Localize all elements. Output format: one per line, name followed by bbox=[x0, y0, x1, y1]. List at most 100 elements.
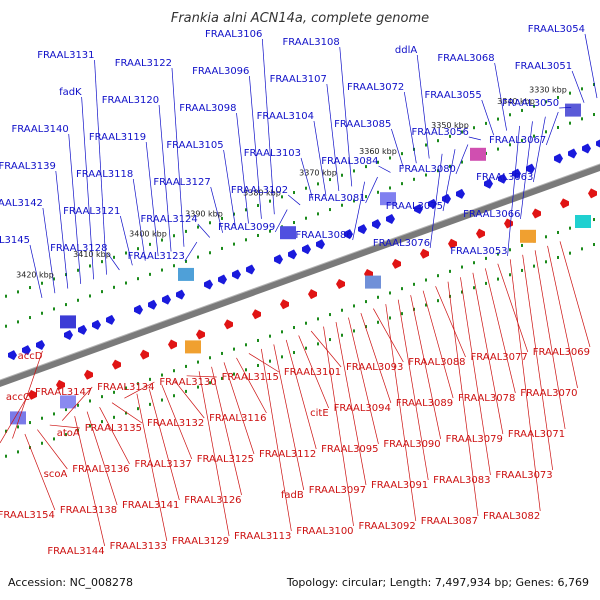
tick-mark bbox=[17, 320, 19, 324]
forward-gene-label: FRAAL3106 bbox=[205, 29, 262, 40]
tick-mark bbox=[305, 346, 307, 350]
tick-mark bbox=[245, 208, 247, 212]
reverse-gene-label: FRAAL3069 bbox=[533, 347, 590, 358]
tick-mark bbox=[233, 212, 235, 216]
tick-mark bbox=[305, 186, 307, 190]
tick-mark bbox=[509, 143, 511, 147]
reverse-gene-label: FRAAL3087 bbox=[421, 516, 478, 527]
tick-mark bbox=[437, 169, 439, 173]
reverse-gene-arrow bbox=[280, 299, 289, 310]
forward-gene-arrow bbox=[134, 304, 143, 315]
tick-mark bbox=[557, 125, 559, 129]
reverse-gene-arrow bbox=[252, 309, 261, 320]
leader-line bbox=[571, 70, 585, 103]
tick-mark bbox=[65, 303, 67, 307]
tick-mark bbox=[137, 247, 139, 251]
tick-mark bbox=[29, 316, 31, 320]
tick-mark bbox=[509, 273, 511, 277]
forward-gene-label: FRAAL3066 bbox=[463, 209, 520, 220]
tick-mark bbox=[101, 395, 103, 399]
tick-mark bbox=[65, 433, 67, 437]
tick-mark bbox=[485, 256, 487, 260]
tick-mark bbox=[401, 287, 403, 291]
tick-mark bbox=[269, 359, 271, 363]
tick-mark bbox=[245, 343, 247, 347]
tick-mark bbox=[293, 221, 295, 225]
leader-line bbox=[494, 62, 507, 131]
forward-gene-label: FRAAL3055 bbox=[424, 90, 481, 101]
tick-mark bbox=[305, 216, 307, 220]
leader-line bbox=[37, 429, 68, 470]
tick-mark bbox=[257, 203, 259, 207]
leader-line bbox=[186, 375, 217, 378]
leader-line bbox=[145, 141, 159, 257]
tick-mark bbox=[569, 91, 571, 95]
forward-gene-label: FRAAL3139 bbox=[0, 161, 56, 172]
leader-line bbox=[55, 170, 69, 289]
leader-line bbox=[460, 277, 491, 476]
reverse-gene-label: FRAAL3079 bbox=[446, 434, 503, 445]
forward-gene-label: FRAAL3076 bbox=[373, 238, 430, 249]
reverse-gene-arrow bbox=[560, 198, 569, 209]
leader-line bbox=[285, 339, 317, 450]
leader-line bbox=[249, 75, 262, 219]
tick-mark bbox=[221, 216, 223, 220]
tick-mark bbox=[533, 104, 535, 108]
reverse-gene-arrow bbox=[448, 238, 457, 249]
tick-mark bbox=[473, 286, 475, 290]
leader-line bbox=[273, 344, 305, 491]
tick-mark bbox=[593, 113, 595, 117]
reverse-gene-label: FRAAL3116 bbox=[209, 413, 266, 424]
kbp-label: 3340 kbp bbox=[497, 97, 535, 106]
tick-mark bbox=[137, 407, 139, 411]
tick-mark bbox=[533, 134, 535, 138]
tick-mark bbox=[89, 424, 91, 428]
tick-mark bbox=[149, 272, 151, 276]
leader-line bbox=[509, 259, 541, 512]
reverse-gene-label: accD bbox=[18, 351, 43, 362]
leader-line bbox=[223, 362, 255, 455]
backbone bbox=[0, 164, 600, 387]
forward-gene-arrow bbox=[526, 163, 535, 174]
reverse-gene-label: citE bbox=[310, 408, 329, 419]
leader-line bbox=[339, 46, 353, 187]
forward-gene-label: FRAAL3121 bbox=[63, 206, 120, 217]
tick-mark bbox=[41, 441, 43, 445]
leader-line bbox=[468, 136, 481, 141]
tick-mark bbox=[161, 398, 163, 402]
reverse-gene-label: FRAAL3137 bbox=[134, 459, 191, 470]
leader-line bbox=[42, 207, 56, 294]
tick-mark bbox=[221, 246, 223, 250]
tick-mark bbox=[257, 338, 259, 342]
tick-mark bbox=[125, 411, 127, 415]
leader-line bbox=[507, 125, 520, 257]
forward-gene-arrow bbox=[162, 294, 171, 305]
tick-mark bbox=[185, 389, 187, 393]
forward-gene-arrow bbox=[484, 178, 493, 189]
gene-block bbox=[365, 275, 381, 289]
forward-gene-arrow bbox=[344, 229, 353, 240]
tick-mark bbox=[329, 178, 331, 182]
reverse-gene-label: FRAAL3130 bbox=[159, 377, 216, 388]
tick-mark bbox=[257, 233, 259, 237]
reverse-gene-label: FRAAL3088 bbox=[408, 357, 465, 368]
forward-gene-arrow bbox=[414, 203, 423, 214]
tick-mark bbox=[65, 273, 67, 277]
leader-line bbox=[559, 241, 591, 348]
reverse-gene-arrow bbox=[532, 208, 541, 219]
reverse-gene-label: FRAAL3154 bbox=[0, 510, 55, 521]
tick-mark bbox=[317, 342, 319, 346]
tick-mark bbox=[329, 338, 331, 342]
leader-line bbox=[352, 181, 366, 241]
reverse-gene-label: FRAAL3138 bbox=[60, 505, 117, 516]
leader-line bbox=[261, 38, 275, 215]
reverse-gene-arrow bbox=[504, 218, 513, 229]
tick-mark bbox=[125, 251, 127, 255]
forward-gene-label: FRAAL3122 bbox=[115, 58, 172, 69]
forward-gene-label: FRAAL3054 bbox=[528, 24, 585, 35]
tick-mark bbox=[341, 333, 343, 337]
leader-line bbox=[472, 272, 504, 435]
tick-mark bbox=[101, 420, 103, 424]
tick-mark bbox=[77, 268, 79, 272]
